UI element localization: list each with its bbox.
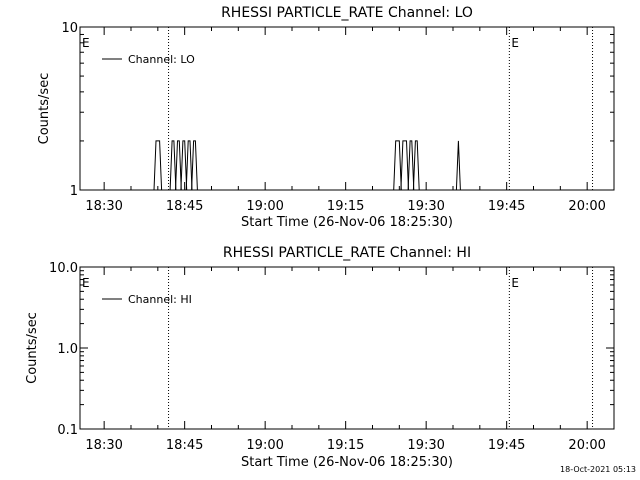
x-tick-label: 18:45 <box>166 438 203 453</box>
y-tick-label: 1.0 <box>57 342 78 357</box>
plot-frame <box>79 266 615 430</box>
x-tick-label: 18:45 <box>166 199 203 214</box>
footer-timestamp: 18-Oct-2021 05:13 <box>560 465 636 474</box>
chart-title: RHESSI PARTICLE_RATE Channel: HI <box>223 245 471 261</box>
x-tick-label: 19:45 <box>488 438 525 453</box>
legend-entry: Channel: LO <box>128 53 195 66</box>
chart-panel-2: RHESSI PARTICLE_RATE Channel: HI Start Ti… <box>25 245 615 470</box>
x-axis-label: Start Time (26-Nov-06 18:25:30) <box>241 215 453 230</box>
x-axis-label: Start Time (26-Nov-06 18:25:30) <box>241 455 453 470</box>
x-tick-label: 19:30 <box>407 438 444 453</box>
event-marker-label: E <box>511 276 519 290</box>
series-step <box>191 140 198 191</box>
legend: Channel: LO <box>102 53 195 66</box>
y-tick-label: 10.0 <box>49 261 78 276</box>
series-step <box>175 140 182 191</box>
event-marker-label: E <box>82 276 90 290</box>
y-tick-label: 0.1 <box>57 423 78 438</box>
series-step <box>455 140 461 191</box>
x-tick-label: 19:15 <box>327 199 364 214</box>
x-tick-label: 18:30 <box>85 438 122 453</box>
chart-title: RHESSI PARTICLE_RATE Channel: LO <box>221 5 473 21</box>
series-step <box>169 140 177 191</box>
x-tick-label: 19:00 <box>246 199 283 214</box>
series-step <box>407 140 415 191</box>
y-tick-label: 1 <box>70 184 78 199</box>
y-axis-label: Counts/sec <box>25 312 40 384</box>
plot-frame <box>79 26 615 191</box>
event-marker-label: E <box>511 36 519 50</box>
event-marker-label: E <box>82 36 90 50</box>
y-tick-label: 10 <box>61 21 78 36</box>
series-step <box>185 140 193 191</box>
x-tick-label: 19:30 <box>407 199 444 214</box>
series-step <box>393 140 402 191</box>
series-step <box>180 140 188 191</box>
series-step <box>153 140 163 191</box>
x-tick-label: 19:45 <box>488 199 525 214</box>
x-tick-label: 20:00 <box>568 438 605 453</box>
x-tick-label: 19:00 <box>246 438 283 453</box>
chart-panel-1: RHESSI PARTICLE_RATE Channel: LO Start Ti… <box>37 5 615 230</box>
y-axis-label: Counts/sec <box>37 73 52 145</box>
series-step <box>412 140 420 191</box>
series-step <box>400 140 409 191</box>
legend: Channel: HI <box>102 293 192 306</box>
x-tick-label: 18:30 <box>85 199 122 214</box>
legend-entry: Channel: HI <box>128 293 192 306</box>
x-tick-label: 20:00 <box>568 199 605 214</box>
x-tick-label: 19:15 <box>327 438 364 453</box>
